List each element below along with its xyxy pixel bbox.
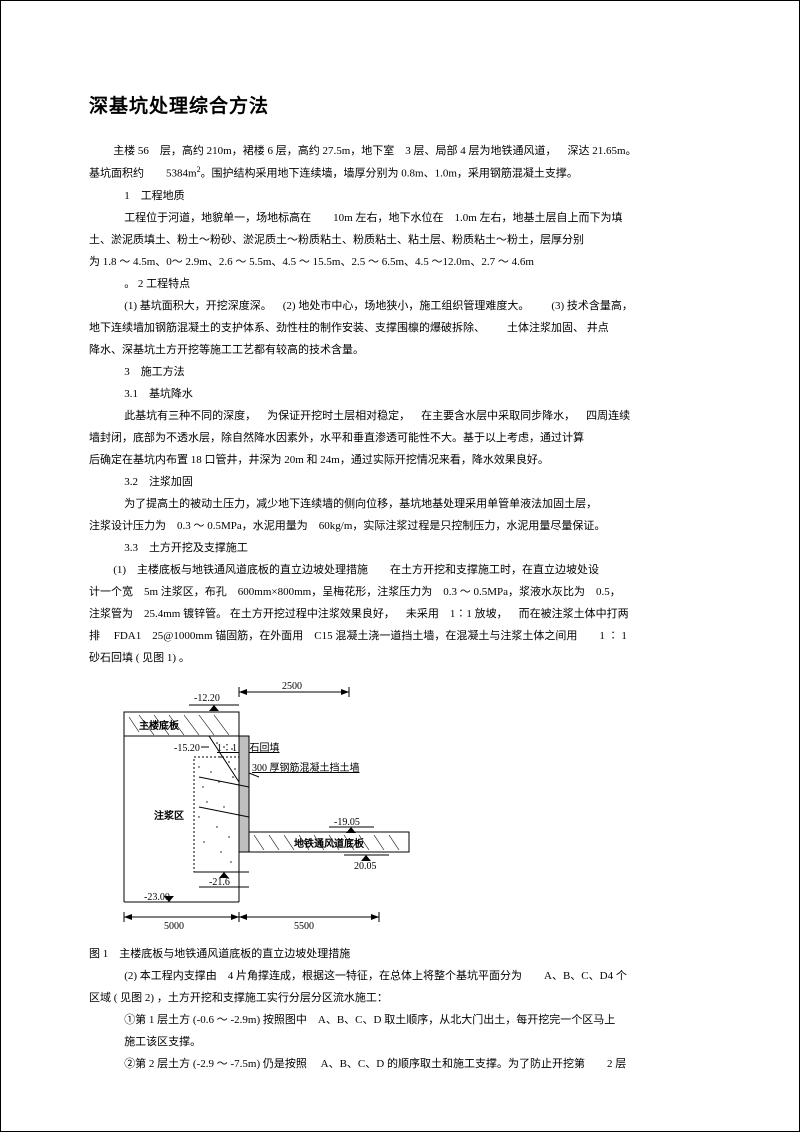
heading-33: 3.3 土方开挖及支撑施工: [89, 537, 727, 559]
para-2a: 工程位于河道，地貌单一，场地标高在 10m 左右，地下水位在 1.0m 左右，地…: [89, 207, 727, 229]
para-8a: ①第 1 层土方 (-0.6 ～ -2.9m) 按照图中 A、B、C、D 取土顺…: [89, 1009, 727, 1031]
para-8b: 施工该区支撑。: [89, 1031, 727, 1053]
para-9: ②第 2 层土方 (-2.9 ～ -7.5m) 仍是按照 A、B、C、D 的顺序…: [89, 1053, 727, 1075]
fig-label-wall300: 300 厚钢筋混凝土挡土墙: [252, 761, 360, 774]
para-5a: 为了提高土的被动土压力，减少地下连续墙的侧向位移，基坑地基处理采用单管单液法加固…: [89, 493, 727, 515]
para-3a: (1) 基坑面积大，开挖深度深。 (2) 地处市中心，场地狭小，施工组织管理难度…: [89, 295, 727, 317]
para-7a: (2) 本工程内支撑由 4 片角撑连成，根据这一特征，在总体上将整个基坑平面分为…: [89, 965, 727, 987]
para-2d: 。 2 工程特点: [89, 273, 727, 295]
para-7b: 区域 ( 见图 2) ，土方开挖和支撑施工实行分层分区流水施工：: [89, 987, 727, 1009]
para-1b: 基坑面积约 5384m: [89, 168, 197, 180]
para-6b: 计一个宽 5m 注浆区，布孔 600mm×800mm，呈梅花形，注浆压力为 0.…: [89, 581, 727, 603]
figure-1-svg: 2500 -12.20 主楼底板: [99, 677, 439, 937]
para-3c: 降水、深基坑土方开挖等施工工艺都有较高的技术含量。: [89, 339, 727, 361]
fig-label-5000: 5000: [164, 921, 184, 932]
fig-label-5500: 5500: [294, 921, 314, 932]
para-6a: (1) 主楼底板与地铁通风道底板的直立边坡处理措施 在土方开挖和支撑施工时，在直…: [89, 559, 727, 581]
figure-1-caption: 图 1 主楼底板与地铁通风道底板的直立边坡处理措施: [89, 943, 727, 965]
para-5b: 注浆设计压力为 0.3 ～ 0.5MPa，水泥用量为 60kg/m，实际注浆过程…: [89, 515, 727, 537]
heading-1: 1 工程地质: [89, 185, 727, 207]
para-6c: 注浆管为 25.4mm 镀锌管。 在土方开挖过程中注浆效果良好， 未采用 1∶1…: [89, 603, 727, 625]
fig-label-1220: -12.20: [194, 693, 220, 704]
page: 深基坑处理综合方法 主楼 56 层，高约 210m，裙楼 6 层，高约 27.5…: [0, 0, 800, 1132]
fig-label-zhujiang: 注浆区: [154, 809, 184, 822]
body-text: 主楼 56 层，高约 210m，裙楼 6 层，高约 27.5m，地下室 3 层、…: [89, 140, 727, 1075]
para-6d: 排 FDA1 25@1000mm 锚固筋，在外面用 C15 混凝土浇一道挡土墙，…: [89, 625, 727, 647]
para-4b: 墙封闭，底部为不透水层，除自然降水因素外，水平和垂直渗透可能性不大。基于以上考虑…: [89, 427, 727, 449]
para-6e: 砂石回填 ( 见图 1) 。: [89, 647, 727, 669]
para-4c: 后确定在基坑内布置 18 口管井，井深为 20m 和 24m，通过实际开挖情况来…: [89, 449, 727, 471]
fig-label-2005: 20.05: [354, 861, 377, 872]
fig-label-1905: -19.05: [334, 817, 360, 828]
para-2b: 土、淤泥质填土、粉土～粉砂、淤泥质土～粉质粘土、粉质粘土、粘土层、粉质粘土～粉土…: [89, 229, 727, 251]
fig-label-ditie: 地铁通风道底板: [294, 837, 365, 850]
heading-3: 3 施工方法: [89, 361, 727, 383]
fig-label-216: -21.6: [209, 877, 230, 888]
fig-label-2500: 2500: [282, 681, 302, 692]
fig-label-1520: -15.20: [174, 743, 200, 754]
para-1c: 。围护结构采用地下连续墙，墙厚分别为 0.8m、1.0m，采用钢筋混凝土支撑。: [201, 168, 578, 180]
para-1b-line: 基坑面积约 5384m2。围护结构采用地下连续墙，墙厚分别为 0.8m、1.0m…: [89, 162, 727, 185]
para-3b: 地下连续墙加钢筋混凝土的支护体系、劲性柱的制作安装、支撑围檩的爆破拆除、 土体注…: [89, 317, 727, 339]
heading-31: 3.1 基坑降水: [89, 383, 727, 405]
para-4a: 此基坑有三种不同的深度， 为保证开挖时土层相对稳定， 在主要含水层中采取同步降水…: [89, 405, 727, 427]
page-title: 深基坑处理综合方法: [89, 91, 727, 118]
figure-1: 2500 -12.20 主楼底板: [99, 677, 727, 937]
para-1a: 主楼 56 层，高约 210m，裙楼 6 层，高约 27.5m，地下室 3 层、…: [89, 140, 727, 162]
fig-label-zhulou: 主楼底板: [139, 719, 180, 732]
para-2c: 为 1.8 ～ 4.5m、0～ 2.9m、2.6 ～ 5.5m、4.5 ～ 15…: [89, 251, 727, 273]
heading-32: 3.2 注浆加固: [89, 471, 727, 493]
